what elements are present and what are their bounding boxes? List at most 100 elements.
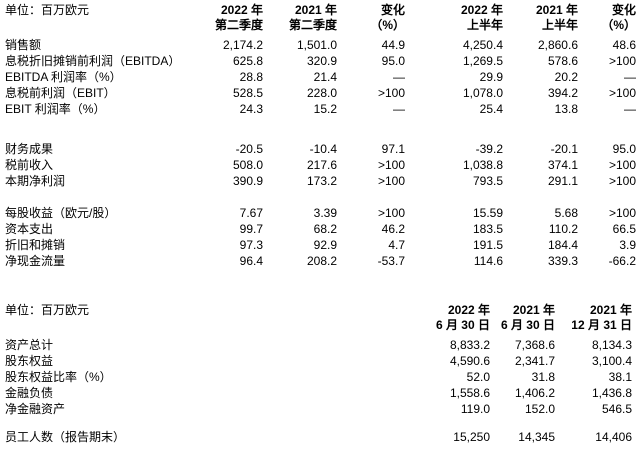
table-row-depreciation: 折旧和摊销 97.3 92.9 4.7 191.5 184.4 3.9 [5,237,636,253]
quarterly-header-row: 单位：百万欧元 2022 年第二季度 2021 年第二季度 变化 （%） 2022… [5,3,636,37]
value-cell: 339.3 [547,254,578,268]
row-label: 资产总计 [5,338,54,352]
value-cell: 4.7 [388,238,405,252]
value-cell: 374.1 [547,158,578,172]
column-header-2022-h1: 2022 年上半年 [405,3,503,37]
row-label: 资本支出 [5,222,54,236]
table-row-ebitda-margin: EBITDA 利润率（%） 28.8 21.4 — 29.9 20.2 — [5,69,636,85]
value-cell: >100 [377,158,405,172]
value-cell: 95.0 [381,54,405,68]
value-cell: 48.6 [612,38,636,52]
value-cell: 97.1 [381,142,405,156]
value-cell: 68.2 [313,222,337,236]
header-line: 12 月 31 日 [571,318,632,332]
table-row-equity-ratio: 股东权益比率（%） 52.0 31.8 38.1 [5,369,632,385]
value-cell: 97.3 [239,238,263,252]
column-header-2022-q2: 2022 年第二季度 [198,3,263,37]
value-cell: 13.8 [554,102,578,116]
value-cell: 8,833.2 [449,338,490,352]
value-cell: 793.5 [472,174,503,188]
column-header-2021-h1: 2021 年上半年 [503,3,578,37]
value-cell: 24.3 [239,102,263,116]
row-label: 息税折旧摊销前利润（EBITDA） [5,54,181,68]
header-line: （%） [601,18,636,32]
value-cell: >100 [608,174,636,188]
header-line: 2022 年 [447,303,490,317]
value-cell: >100 [377,86,405,100]
value-cell: 1,406.2 [514,386,555,400]
value-cell: 3,100.4 [591,354,632,368]
header-line: 2022 年 [460,3,503,17]
value-cell: 15.2 [313,102,337,116]
value-cell: 110.2 [548,222,578,236]
row-label: 员工人数（报告期末） [5,430,126,444]
table-row-financial-liabilities: 金融负债 1,558.6 1,406.2 1,436.8 [5,385,632,401]
header-line: 变化 [611,3,636,17]
column-header-change-q: 变化 （%） [337,3,405,37]
value-cell: 15.59 [472,206,503,220]
table-row-net-income: 本期净利润 390.9 173.2 >100 793.5 291.1 >100 [5,173,636,189]
table-row-sales: 销售额 2,174.2 1,501.0 44.9 4,250.4 2,860.6… [5,37,636,53]
value-cell: — [393,70,405,84]
value-cell: -39.2 [475,142,503,156]
spacer-row [5,417,632,429]
header-line: 上半年 [466,18,503,32]
value-cell: 228.0 [306,86,337,100]
value-cell: 7,368.6 [514,338,555,352]
row-label: 税前收入 [5,158,54,172]
value-cell: 4,590.6 [449,354,490,368]
value-cell: 25.4 [479,102,503,116]
header-line: 2021 年 [294,3,337,17]
row-label: 净金融资产 [5,402,66,416]
spacer-row [5,189,636,205]
value-cell: >100 [608,54,636,68]
header-line: 2021 年 [535,3,578,17]
row-label: 净现金流量 [5,254,66,268]
value-cell: 1,038.8 [462,158,503,172]
value-cell: >100 [377,174,405,188]
value-cell: -53.7 [377,254,405,268]
value-cell: 92.9 [313,238,337,252]
value-cell: 1,436.8 [591,386,632,400]
header-line: 2021 年 [512,303,555,317]
value-cell: 546.5 [601,402,632,416]
column-header-change-h: 变化 （%） [578,3,636,37]
value-cell: 15,250 [453,430,490,444]
table-row-employees: 员工人数（报告期末） 15,250 14,345 14,406 [5,429,632,445]
header-line: 2021 年 [589,303,632,317]
table-row-capex: 资本支出 99.7 68.2 46.2 183.5 110.2 66.5 [5,221,636,237]
column-header-2021-q2: 2021 年第二季度 [263,3,337,37]
value-cell: 2,174.2 [222,38,263,52]
header-line: （%） [370,18,405,32]
value-cell: 96.4 [239,254,263,268]
financial-report-page: 单位：百万欧元 2022 年第二季度 2021 年第二季度 变化 （%） 2022… [5,3,639,445]
value-cell: 28.8 [239,70,263,84]
table-row-net-financial-assets: 净金融资产 119.0 152.0 546.5 [5,401,632,417]
row-label: 折旧和摊销 [5,238,66,252]
value-cell: 66.5 [612,222,636,236]
value-cell: 99.7 [239,222,263,236]
row-label: 股东权益 [5,354,54,368]
row-label: 股东权益比率（%） [5,370,112,384]
header-line: 6 月 30 日 [435,318,490,332]
value-cell: — [624,102,636,116]
value-cell: — [393,102,405,116]
value-cell: 578.6 [547,54,578,68]
value-cell: 1,078.0 [462,86,503,100]
row-label: 财务成果 [5,142,54,156]
table-row-net-cash-flow: 净现金流量 96.4 208.2 -53.7 114.6 339.3 -66.2 [5,253,636,269]
value-cell: 8,134.3 [591,338,632,352]
value-cell: 152.0 [524,402,555,416]
value-cell: 5.68 [554,206,578,220]
value-cell: 14,406 [595,430,632,444]
value-cell: >100 [608,158,636,172]
value-cell: 183.5 [472,222,503,236]
value-cell: 4,250.4 [462,38,503,52]
value-cell: 52.0 [466,370,490,384]
value-cell: 394.2 [547,86,578,100]
value-cell: 14,345 [518,430,555,444]
value-cell: 119.0 [460,402,490,416]
row-label: EBITDA 利润率（%） [5,70,122,84]
